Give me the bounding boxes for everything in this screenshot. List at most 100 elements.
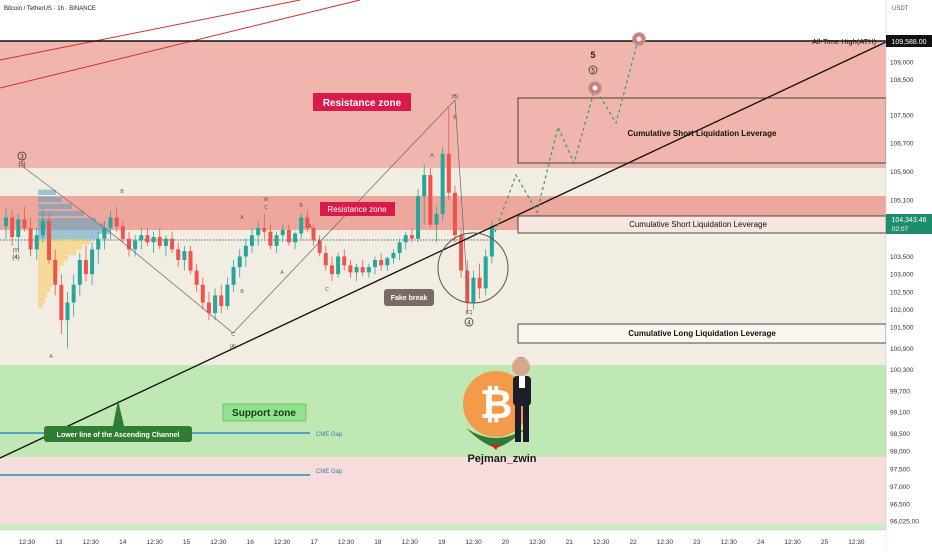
volume-profile-bar — [38, 303, 43, 309]
candle-body — [422, 175, 427, 197]
target-marker-1[interactable] — [588, 81, 602, 95]
wave-label-3-text: 3 — [20, 155, 24, 161]
fake-break-tag: Fake break — [384, 289, 434, 306]
candle-body — [385, 258, 390, 266]
candle-body — [471, 277, 476, 303]
candle-body — [299, 217, 304, 234]
candle-body — [416, 196, 421, 239]
volume-profile-bar — [38, 255, 68, 261]
candle-body — [145, 235, 150, 243]
time-tick-label: 20 — [502, 539, 510, 546]
price-tick-label: 106,700 — [890, 141, 914, 148]
candle-body — [379, 259, 384, 266]
logo-arrow-icon — [490, 444, 500, 450]
volume-profile-bar — [38, 189, 56, 195]
long-liq-label: Cumulative Long Liquidation Leverage — [628, 329, 776, 338]
short-liq-label-2: Cumulative Short Liquidation Leverage — [629, 220, 767, 229]
wave-label-5-left: (5) — [18, 162, 25, 168]
candle-body — [200, 284, 205, 303]
time-tick-label: 12:30 — [465, 539, 482, 546]
candle-body — [157, 236, 162, 246]
volume-profile-bar — [38, 265, 60, 272]
wave-label-c2: C — [264, 205, 268, 211]
candle-countdown: 02:07 — [892, 226, 909, 233]
time-tick-label: 18 — [374, 539, 382, 546]
candle-body — [366, 267, 371, 273]
candle-body — [102, 228, 107, 239]
volume-profile — [38, 189, 110, 309]
short-liq-label-1: Cumulative Short Liquidation Leverage — [628, 129, 777, 138]
wave-label-5-circle — [588, 65, 598, 75]
short-liq-box-2[interactable]: Cumulative Short Liquidation Leverage — [517, 215, 887, 234]
projection-path — [494, 39, 639, 233]
volume-profile-bar — [38, 287, 50, 293]
wave-label-a-low: A — [49, 354, 53, 360]
time-tick-label: 23 — [693, 539, 701, 546]
candle-body — [188, 251, 193, 271]
time-tick-label: 12:30 — [721, 539, 738, 546]
candle-body — [250, 235, 254, 246]
volume-profile-bar — [38, 223, 104, 229]
volume-profile-bar — [38, 196, 62, 203]
long-liq-box[interactable]: Cumulative Long Liquidation Leverage — [517, 323, 887, 344]
ath-price-value: 109,588.00 — [891, 39, 926, 46]
candle-body — [53, 259, 58, 285]
candle-body — [373, 259, 377, 268]
price-axis[interactable] — [886, 0, 932, 550]
price-tick-label: 103,500 — [890, 254, 914, 261]
current-price-tag: 104,343.46 02:07 — [886, 214, 932, 234]
candle-body — [83, 259, 88, 275]
candle-body — [323, 252, 328, 266]
price-tick-label: 96,025.00 — [890, 519, 919, 526]
target-marker-2[interactable] — [632, 32, 646, 46]
symbol-title: Bitcoin / TetherUS · 1h · BINANCE — [4, 6, 96, 12]
resistance-zone-label-big: Resistance zone — [323, 98, 402, 109]
candle-body — [477, 277, 482, 289]
price-tick-label: 99,100 — [890, 410, 910, 417]
price-tick-label: 105,100 — [890, 197, 914, 204]
candle-body — [182, 251, 187, 260]
time-tick-label: 12:30 — [83, 539, 100, 546]
time-tick-label: 12:30 — [848, 539, 865, 546]
wave-label-a3: A — [308, 224, 312, 230]
candle-body — [397, 242, 402, 253]
fake-break-label: Fake break — [391, 295, 428, 302]
candle-body — [120, 226, 125, 239]
candle-body — [440, 153, 445, 214]
support-zone — [0, 365, 886, 457]
price-tick-label: 108,500 — [890, 77, 914, 84]
price-tick-label: 107,500 — [890, 112, 914, 119]
candle-body — [409, 235, 414, 239]
candle-body — [256, 228, 261, 236]
time-tick-label: 12:30 — [338, 539, 355, 546]
volume-profile-bar — [38, 210, 84, 217]
channel-label: Lower line of the Ascending Channel — [57, 432, 180, 439]
candle-body — [206, 302, 211, 314]
cme-gap-label-1: CME Gap — [316, 432, 343, 438]
candle-body — [280, 229, 285, 236]
volume-profile-bar — [38, 203, 72, 210]
wave-label-b-paren: (B) — [452, 94, 459, 100]
time-axis[interactable] — [0, 530, 886, 550]
candle-body — [286, 229, 291, 243]
volume-profile-bar — [38, 233, 98, 240]
resistance-zone-tag-big: Resistance zone — [313, 93, 411, 111]
wave-label-a-mid: A — [240, 215, 244, 221]
time-tick-label: 12:30 — [529, 539, 546, 546]
volume-profile-bar — [38, 249, 76, 256]
red-trendline-1 — [0, 0, 301, 61]
candle-body — [237, 256, 242, 268]
time-tick-label: 22 — [629, 539, 637, 546]
candle-body — [77, 259, 82, 285]
price-tick-label: 96,500 — [890, 502, 910, 509]
time-tick-label: 12:30 — [784, 539, 801, 546]
volume-profile-bar — [38, 260, 64, 266]
candle-body — [489, 226, 494, 257]
wave-label-b-mid: B — [240, 289, 244, 295]
candle-body — [96, 238, 101, 250]
candle-body — [403, 235, 408, 243]
candle-body — [22, 219, 27, 229]
wave-zigzag — [21, 99, 469, 334]
